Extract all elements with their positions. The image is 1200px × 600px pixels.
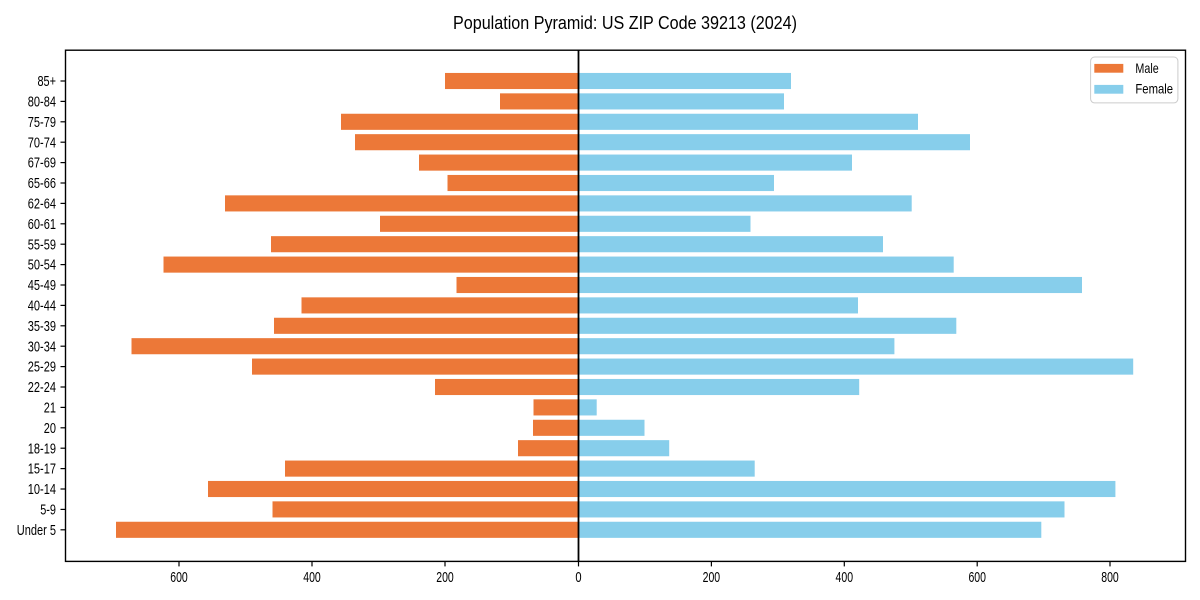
- svg-text:55-59: 55-59: [28, 237, 56, 253]
- svg-text:45-49: 45-49: [28, 278, 56, 294]
- svg-text:10-14: 10-14: [28, 482, 56, 498]
- svg-text:62-64: 62-64: [28, 197, 56, 213]
- svg-text:200: 200: [703, 569, 721, 586]
- svg-text:67-69: 67-69: [28, 156, 56, 172]
- svg-text:800: 800: [1101, 569, 1119, 586]
- svg-text:200: 200: [436, 569, 454, 586]
- svg-text:40-44: 40-44: [28, 299, 56, 315]
- svg-text:15-17: 15-17: [28, 462, 56, 478]
- svg-text:400: 400: [303, 569, 321, 586]
- svg-text:35-39: 35-39: [28, 319, 56, 335]
- svg-text:30-34: 30-34: [28, 339, 56, 355]
- svg-text:85+: 85+: [38, 74, 57, 90]
- svg-text:600: 600: [170, 569, 188, 586]
- svg-text:400: 400: [836, 569, 854, 586]
- svg-text:25-29: 25-29: [28, 360, 56, 376]
- svg-text:65-66: 65-66: [28, 176, 56, 192]
- svg-text:70-74: 70-74: [28, 135, 56, 151]
- svg-text:75-79: 75-79: [28, 115, 56, 131]
- svg-text:Female: Female: [1135, 81, 1173, 97]
- svg-text:5-9: 5-9: [40, 503, 56, 519]
- svg-text:22-24: 22-24: [28, 380, 56, 396]
- svg-text:Population Pyramid: US ZIP Cod: Population Pyramid: US ZIP Code 39213 (2…: [453, 12, 797, 33]
- svg-text:0: 0: [575, 569, 581, 586]
- svg-text:Under 5: Under 5: [17, 523, 56, 539]
- svg-text:18-19: 18-19: [28, 441, 56, 457]
- svg-text:80-84: 80-84: [28, 95, 56, 111]
- svg-text:50-54: 50-54: [28, 258, 56, 274]
- svg-text:20: 20: [44, 421, 56, 437]
- svg-text:Male: Male: [1135, 60, 1158, 76]
- svg-text:600: 600: [968, 569, 986, 586]
- svg-text:60-61: 60-61: [28, 217, 56, 233]
- svg-text:21: 21: [44, 401, 56, 417]
